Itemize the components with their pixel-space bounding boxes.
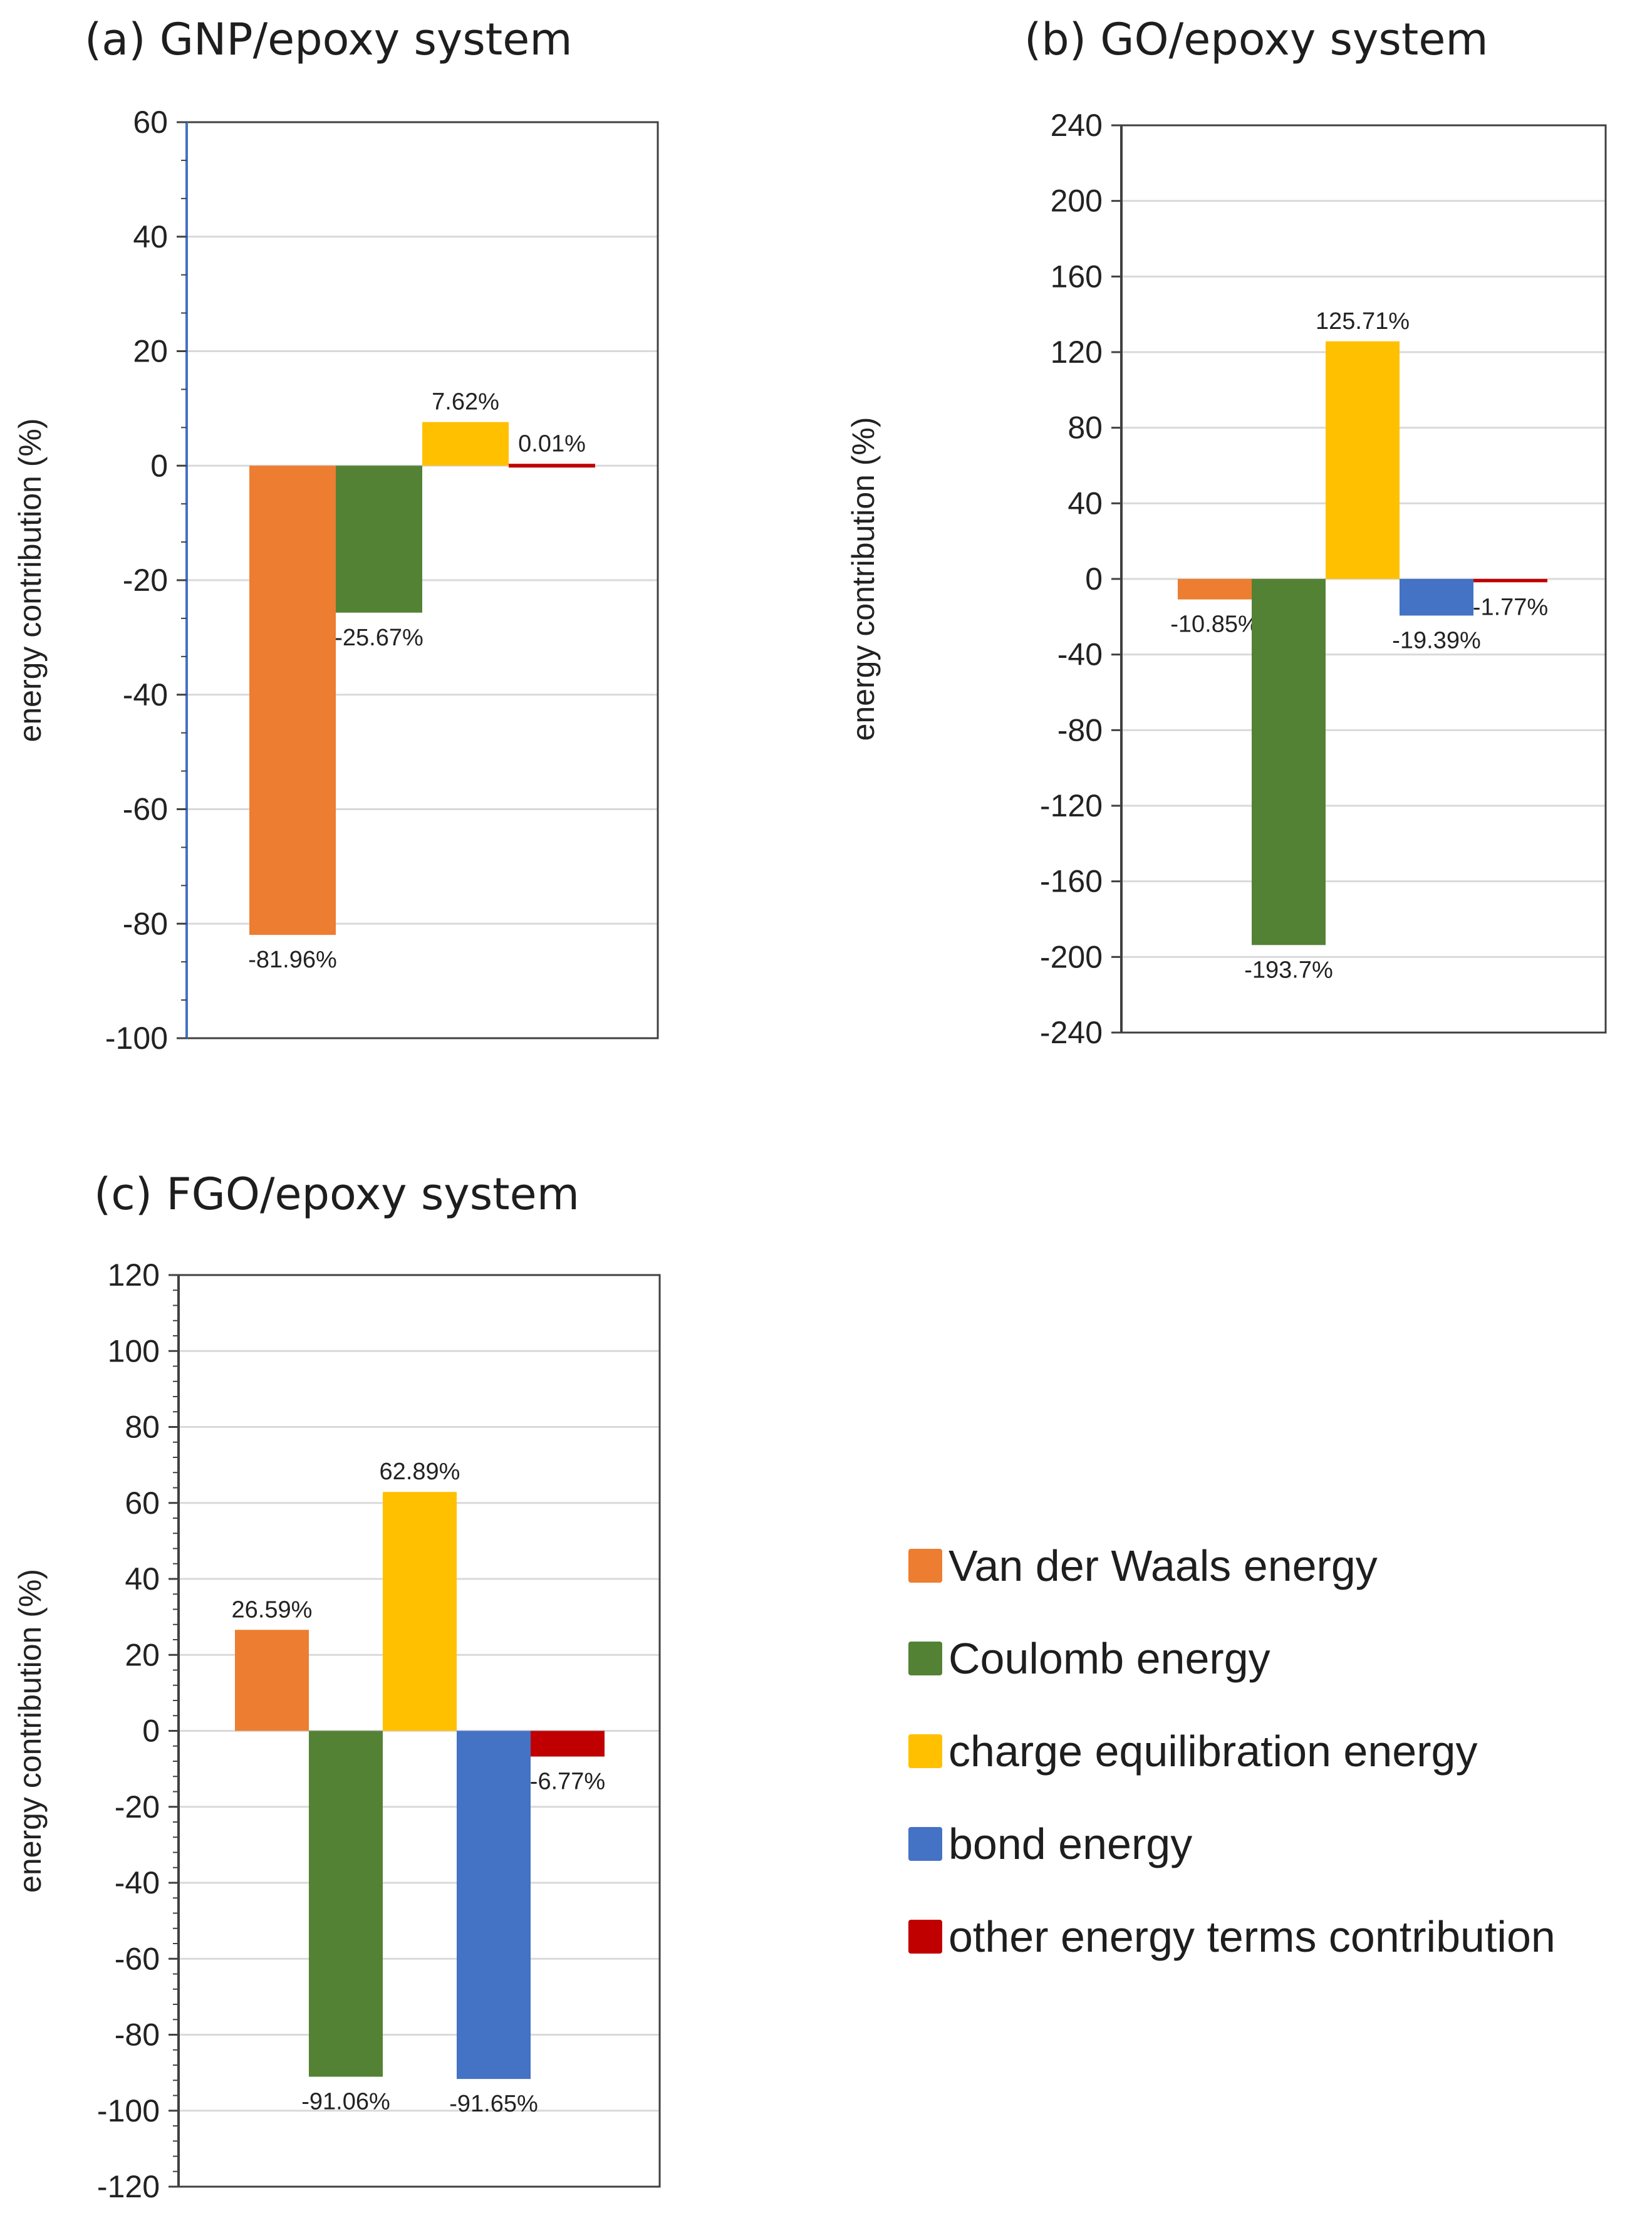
- bar-coulomb: [336, 466, 422, 613]
- data-label: -91.06%: [301, 2089, 390, 2115]
- y-tick-label: 0: [1085, 561, 1103, 596]
- data-label: -6.77%: [530, 1769, 605, 1795]
- y-axis-title: energy contribution (%): [13, 1569, 48, 1893]
- bar-vdw: [1178, 579, 1252, 600]
- y-tick-label: 0: [150, 448, 168, 483]
- legend-label: Van der Waals energy: [948, 1541, 1378, 1590]
- bar-charge: [383, 1492, 457, 1731]
- chart-gnp-epoxy: 60 40 20 0 -20 -40 -60 -80 -100 energy contributi…: [13, 105, 659, 1056]
- legend-item-coulomb: Coulomb energy: [908, 1612, 1556, 1705]
- legend-swatch: [908, 1827, 942, 1861]
- y-tick-label: -40: [1057, 637, 1103, 672]
- y-tick-label: -100: [97, 2093, 160, 2128]
- y-tick-label: -120: [1040, 788, 1103, 823]
- bar-other: [1473, 579, 1547, 583]
- chart-title: (a) GNP/epoxy system: [85, 14, 573, 65]
- y-tick-label: -40: [123, 677, 168, 712]
- y-tick-label: -80: [123, 906, 168, 941]
- y-tick-label: 0: [142, 1714, 160, 1749]
- y-tick-label: 100: [108, 1333, 160, 1368]
- bar-bond: [457, 1731, 531, 2080]
- bar-coulomb: [1252, 579, 1326, 945]
- y-tick-label: -240: [1040, 1015, 1103, 1050]
- legend-label: bond energy: [948, 1820, 1193, 1868]
- y-tick-label: -40: [115, 1865, 160, 1900]
- y-tick-label: 240: [1051, 108, 1103, 143]
- y-tick-label: 160: [1051, 259, 1103, 294]
- y-tick-label: 80: [125, 1410, 160, 1445]
- chart-go-epoxy: 240 200 160 120 80 40 0 -40 -80 -120 -160 -200 -240 e…: [846, 108, 1607, 1050]
- legend-item-bond: bond energy: [908, 1798, 1556, 1890]
- y-tick-label: 40: [1068, 486, 1103, 521]
- data-label: -81.96%: [248, 947, 337, 973]
- data-label: 26.59%: [232, 1596, 313, 1623]
- legend-item-vdw: Van der Waals energy: [908, 1519, 1556, 1612]
- bar-other: [531, 1731, 605, 1757]
- legend-swatch: [908, 1920, 942, 1954]
- legend-label: other energy terms contribution: [948, 1912, 1556, 1961]
- data-label: -25.67%: [335, 625, 423, 651]
- y-axis-title: energy contribution (%): [846, 417, 881, 741]
- y-tick-label: 200: [1051, 184, 1103, 219]
- bar-vdw: [235, 1630, 309, 1731]
- bar-vdw: [249, 466, 336, 935]
- legend-swatch: [908, 1734, 942, 1768]
- bar-coulomb: [309, 1731, 383, 2077]
- data-label: 7.62%: [432, 389, 499, 415]
- y-axis-title: energy contribution (%): [13, 419, 48, 742]
- y-tick-label: 80: [1068, 410, 1103, 445]
- y-tick-label: 20: [133, 334, 168, 369]
- chart-panel-fgo: (c) FGO/epoxy system 120 100 80 60 40 20 0 -20 -…: [0, 1140, 752, 2223]
- chart-panel-go: (b) GO/epoxy system 240 200 160 120 80 40 0 -40…: [833, 0, 1652, 1096]
- data-label: -19.39%: [1392, 627, 1481, 653]
- data-label: -1.77%: [1473, 594, 1548, 620]
- bar-charge: [1326, 341, 1400, 579]
- y-tick-label: -160: [1040, 864, 1103, 899]
- y-tick-label: -60: [123, 792, 168, 827]
- legend-swatch: [908, 1642, 942, 1675]
- y-tick-label: 60: [133, 105, 168, 140]
- legend-label: charge equilibration energy: [948, 1727, 1478, 1776]
- legend-swatch: [908, 1549, 942, 1583]
- data-label: 62.89%: [380, 1459, 460, 1485]
- legend-label: Coulomb energy: [948, 1634, 1270, 1683]
- y-tick-label: -80: [1057, 712, 1103, 747]
- y-tick-label: 120: [108, 1257, 160, 1293]
- y-tick-label: -20: [123, 563, 168, 598]
- y-tick-label: -200: [1040, 939, 1103, 974]
- chart-fgo-epoxy: 120 100 80 60 40 20 0 -20 -40 -60 -80 -100 -120 energ…: [13, 1257, 661, 2204]
- data-label: 125.71%: [1316, 308, 1410, 335]
- chart-title: (c) FGO/epoxy system: [94, 1169, 579, 1220]
- y-tick-label: -80: [115, 2017, 160, 2053]
- y-tick-label: 40: [133, 219, 168, 254]
- y-tick-label: -60: [115, 1941, 160, 1976]
- legend-item-other: other energy terms contribution: [908, 1890, 1556, 1983]
- y-tick-label: 20: [125, 1637, 160, 1672]
- data-label: -10.85%: [1170, 612, 1259, 638]
- bar-charge: [422, 422, 509, 466]
- y-tick-label: -20: [115, 1789, 160, 1825]
- bar-other: [509, 464, 595, 468]
- data-label: -193.7%: [1244, 957, 1333, 983]
- data-label: -91.65%: [449, 2091, 538, 2117]
- y-tick-label: 40: [125, 1561, 160, 1596]
- chart-title: (b) GO/epoxy system: [1024, 14, 1488, 65]
- y-tick-label: -120: [97, 2169, 160, 2204]
- y-tick-label: 120: [1051, 335, 1103, 370]
- bar-bond: [1400, 579, 1473, 616]
- data-label: 0.01%: [518, 430, 586, 457]
- legend-item-charge: charge equilibration energy: [908, 1705, 1556, 1798]
- chart-panel-gnp: (a) GNP/epoxy system 60 40 20 0 -20 -40 -60 -80…: [0, 0, 752, 1096]
- y-tick-label: 60: [125, 1486, 160, 1521]
- y-tick-label: -100: [105, 1021, 168, 1056]
- chart-legend: Van der Waals energy Coulomb energy char…: [908, 1519, 1556, 1983]
